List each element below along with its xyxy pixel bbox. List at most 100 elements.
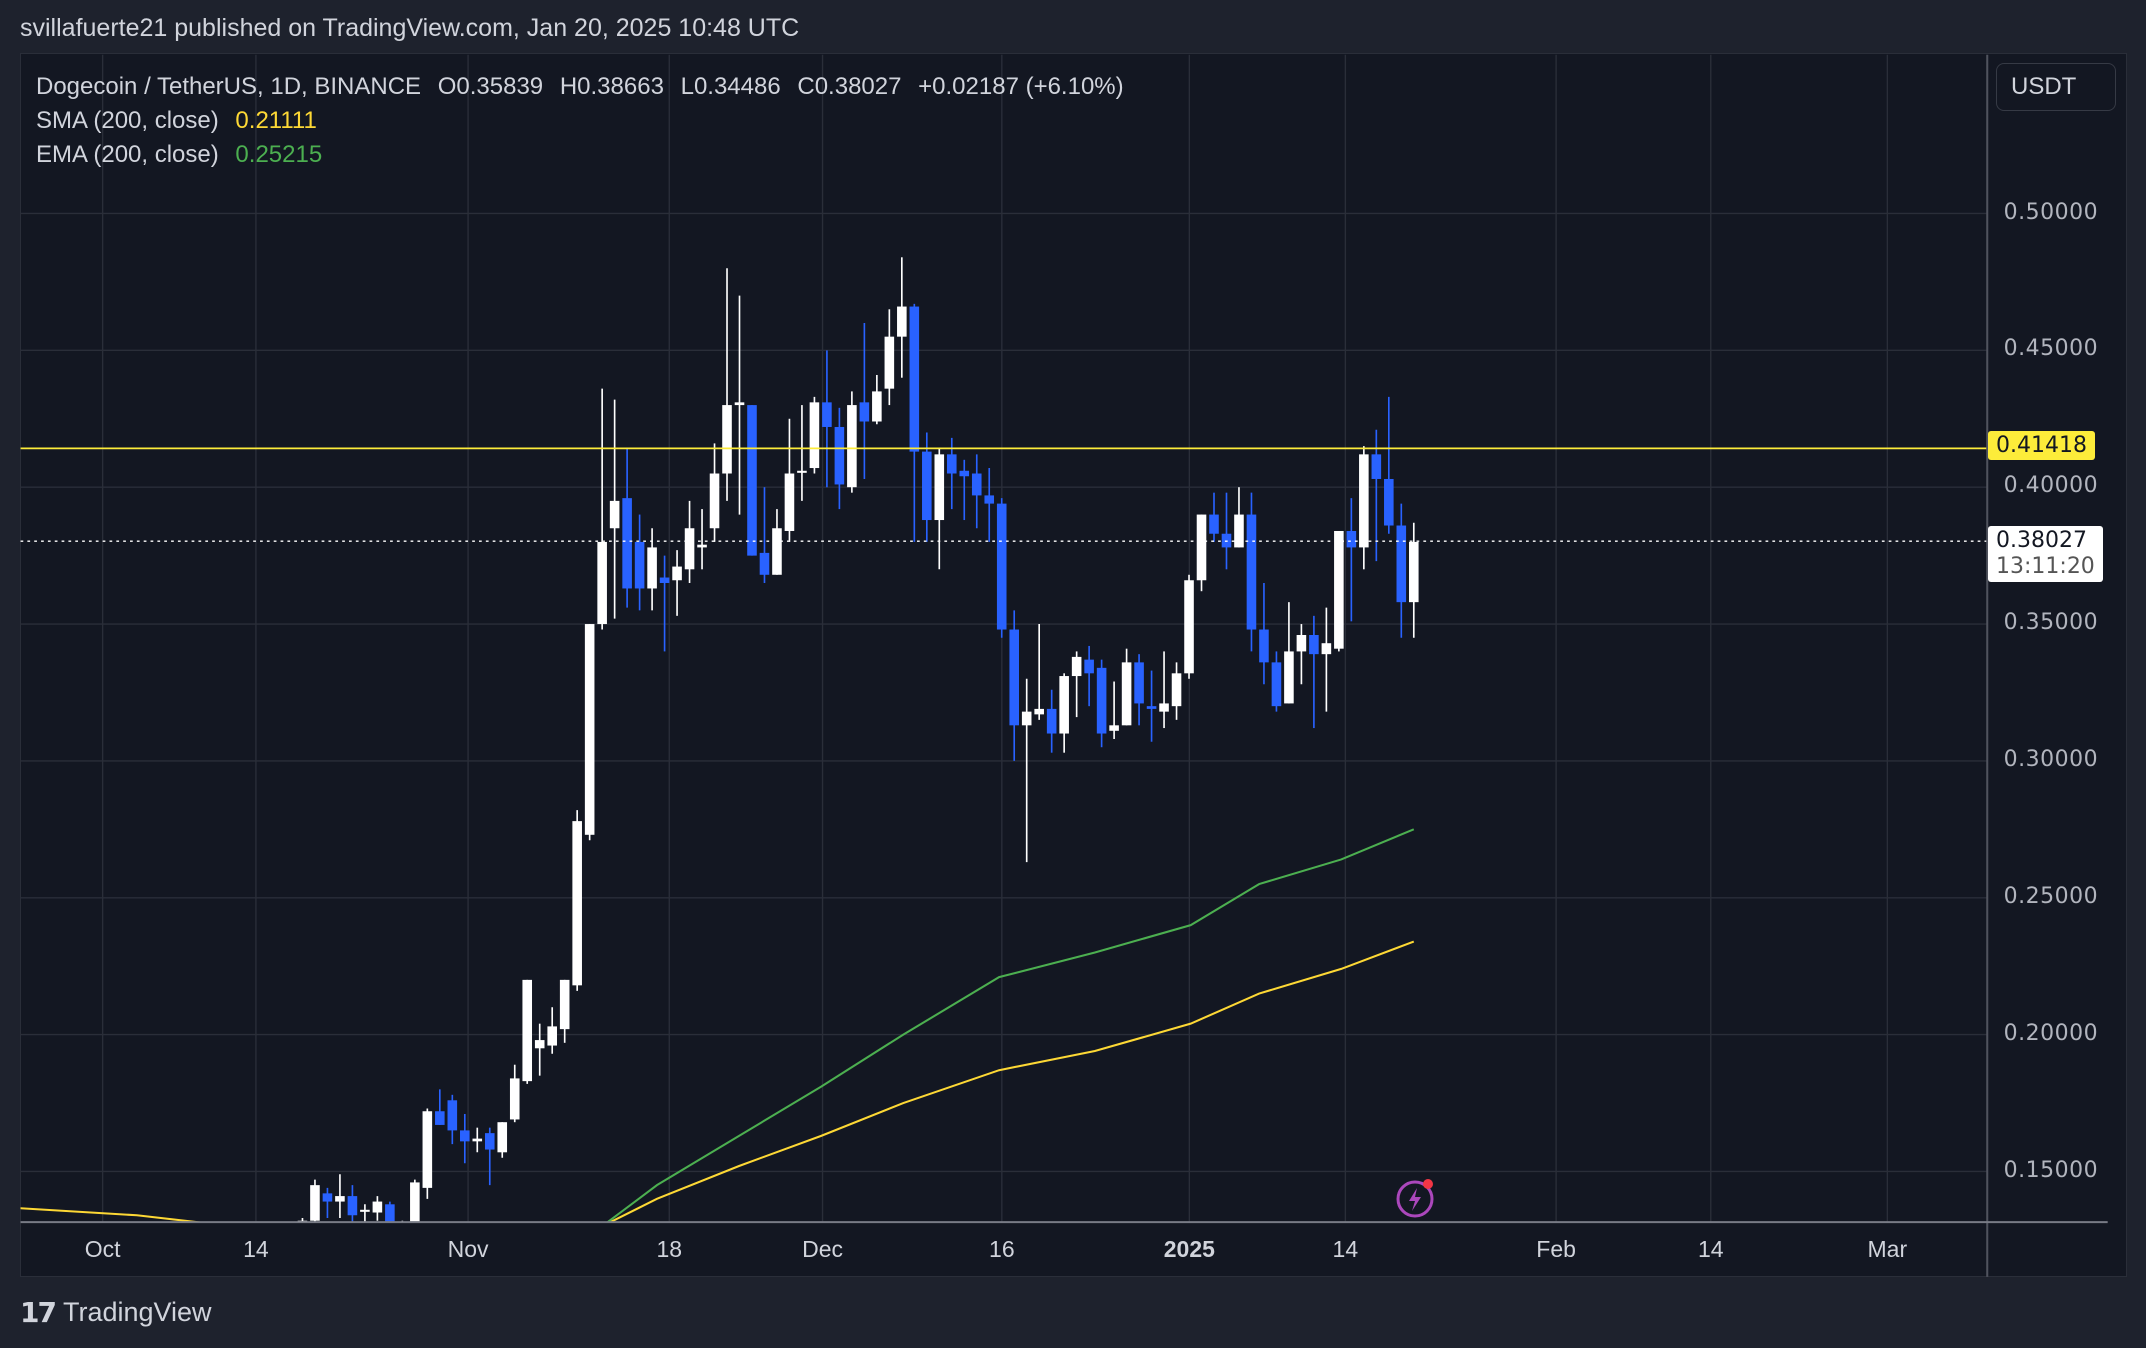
- time-tick-label: 14: [1332, 1236, 1359, 1262]
- candle-body: [647, 547, 657, 589]
- candle-body: [347, 1196, 358, 1216]
- candle-body: [772, 528, 782, 575]
- price-tick-label: 0.25000: [2003, 883, 2099, 909]
- candle-body: [859, 402, 870, 422]
- open-value: O0.35839: [437, 73, 544, 100]
- candle-body: [497, 1122, 508, 1153]
- candle-body: [934, 454, 945, 521]
- candle-body: [946, 454, 957, 474]
- candle-body: [1209, 514, 1219, 534]
- candle-body: [447, 1100, 458, 1131]
- candle-body: [1109, 725, 1119, 731]
- candle-body: [959, 470, 970, 477]
- candle-body: [435, 1111, 445, 1125]
- symbol-label[interactable]: Dogecoin / TetherUS, 1D, BINANCE: [36, 73, 422, 100]
- candle-body: [697, 544, 707, 548]
- candle-body: [1396, 525, 1407, 603]
- tradingview-brand[interactable]: 𝟭𝟳 TradingView: [20, 1296, 212, 1329]
- candle-body: [784, 473, 795, 531]
- ema-row[interactable]: EMA (200, close) 0.25215: [36, 138, 1134, 172]
- candle-body: [322, 1193, 333, 1202]
- candle-body: [572, 821, 582, 986]
- candle-body: [809, 402, 820, 469]
- candle-body: [1021, 711, 1032, 726]
- candle-body: [597, 541, 607, 625]
- candle-body: [1371, 454, 1382, 479]
- plot-area: [20, 257, 1988, 1231]
- candle-body: [909, 306, 920, 452]
- time-tick-label: Mar: [1867, 1236, 1908, 1262]
- candle-body: [634, 541, 645, 589]
- brand-label: TradingView: [62, 1297, 212, 1327]
- candle-body: [722, 405, 732, 474]
- candle-body: [1334, 530, 1344, 649]
- candle-body: [522, 979, 533, 1082]
- chart-legend: Dogecoin / TetherUS, 1D, BINANCE O0.3583…: [36, 70, 1134, 172]
- candle-body: [509, 1078, 520, 1120]
- price-tick-label: 0.40000: [2003, 473, 2099, 499]
- price-tick-label: 0.50000: [2003, 199, 2099, 225]
- time-tick-label: Feb: [1536, 1236, 1576, 1262]
- candle-body: [360, 1209, 370, 1212]
- candle-body: [797, 470, 807, 473]
- lightning-icon[interactable]: [1393, 1176, 1437, 1220]
- candle-body: [822, 402, 832, 427]
- candle-body: [1284, 651, 1294, 704]
- candle-body: [534, 1040, 545, 1049]
- price-tick-label: 0.20000: [2003, 1020, 2099, 1046]
- candle-body: [584, 624, 595, 835]
- candle-body: [709, 473, 720, 529]
- candle-body: [460, 1130, 470, 1142]
- candle-body: [1321, 643, 1332, 655]
- candle-body: [1171, 673, 1182, 707]
- sma-line: [20, 940, 1415, 1223]
- candle-body: [1059, 676, 1069, 734]
- candle-body: [684, 528, 695, 570]
- candle-body: [472, 1138, 483, 1142]
- candle-body: [1346, 530, 1357, 548]
- sma-row[interactable]: SMA (200, close) 0.21111: [36, 104, 1134, 138]
- candle-body: [734, 402, 745, 406]
- candle-body: [1134, 662, 1144, 704]
- time-tick-label: Oct: [84, 1236, 121, 1262]
- candle-body: [622, 498, 632, 589]
- candle-body: [422, 1111, 433, 1188]
- candle-body: [1384, 478, 1394, 526]
- candle-body: [559, 979, 570, 1030]
- level-price-tag: 0.41418: [1988, 431, 2095, 460]
- high-value: H0.38663: [559, 73, 664, 100]
- candle-body: [897, 306, 907, 337]
- publisher-line: svillafuerte21 published on TradingView.…: [20, 14, 800, 42]
- candle-body: [1146, 706, 1157, 709]
- candle-body: [996, 503, 1007, 630]
- candle-body: [1309, 634, 1319, 655]
- candle-body: [759, 552, 770, 575]
- sma-label: SMA (200, close): [36, 107, 219, 134]
- candle-body: [1121, 662, 1132, 726]
- currency-button[interactable]: USDT: [1996, 63, 2116, 111]
- candle-body: [1359, 454, 1369, 548]
- time-tick-label: 14: [1697, 1236, 1724, 1262]
- candle-body: [1096, 667, 1107, 734]
- candle-body: [834, 426, 845, 485]
- symbol-ohlc-row: Dogecoin / TetherUS, 1D, BINANCE O0.3583…: [36, 70, 1134, 104]
- time-tick-label: Dec: [802, 1236, 843, 1262]
- time-tick-label: Nov: [447, 1236, 489, 1262]
- candle-body: [1009, 629, 1020, 726]
- candle-body: [1034, 708, 1044, 715]
- candle-body: [398, 1223, 408, 1231]
- candle-body: [1159, 703, 1169, 712]
- candle-body: [410, 1182, 420, 1223]
- price-tick-label: 0.15000: [2003, 1157, 2099, 1183]
- candle-body: [971, 473, 982, 496]
- candle-body: [1296, 634, 1307, 652]
- candle-body: [1259, 629, 1269, 663]
- sma-value: 0.21111: [235, 107, 317, 134]
- ema-value: 0.25215: [235, 141, 323, 168]
- candle-body: [672, 566, 682, 581]
- candle-body: [1084, 659, 1094, 674]
- candle-body: [659, 577, 670, 583]
- candle-body: [372, 1201, 383, 1213]
- candle-body: [1071, 656, 1082, 677]
